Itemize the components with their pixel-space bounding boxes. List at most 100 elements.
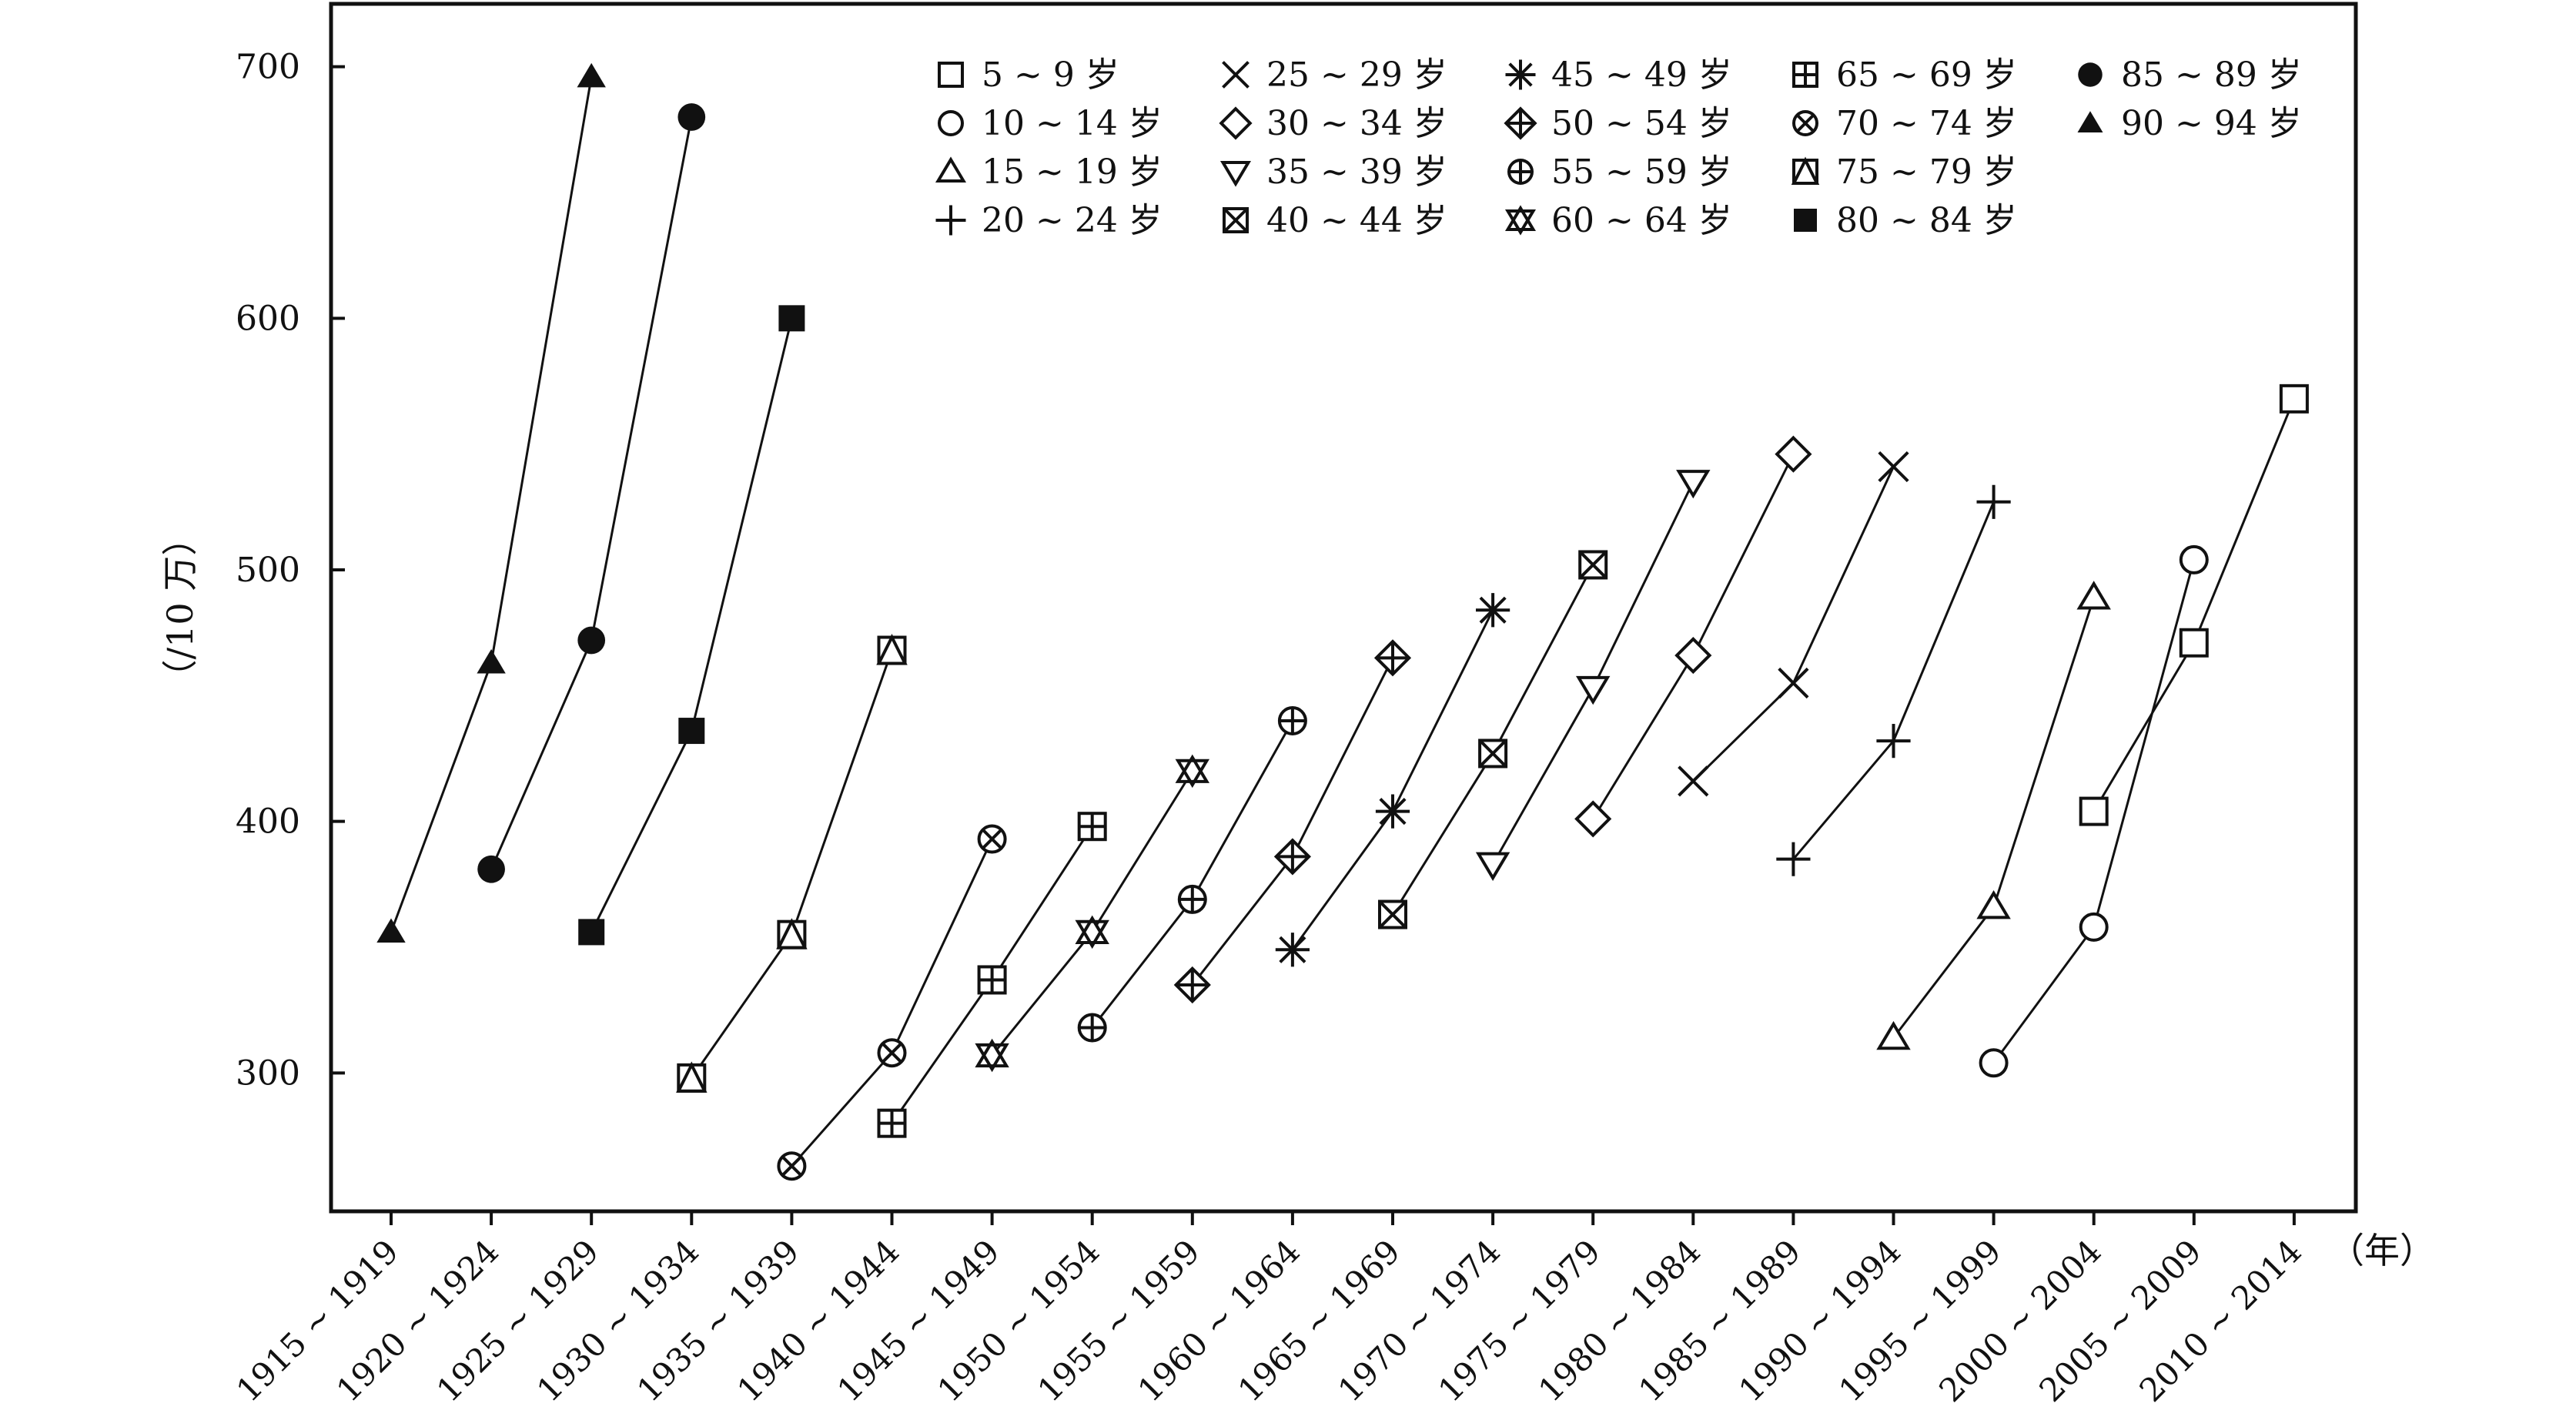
data-point-marker: [1373, 639, 1412, 677]
series-line: [1792, 501, 1995, 860]
data-point-marker: [1574, 800, 1612, 838]
data-point-marker: [1277, 706, 1307, 735]
data-point-marker: [2179, 544, 2209, 574]
data-point-marker: [2079, 796, 2109, 826]
series: [376, 62, 606, 943]
legend-label: 60 ~ 64 岁: [1551, 201, 1732, 240]
legend-label: 65 ~ 69 岁: [1836, 55, 2017, 95]
series-line: [1892, 597, 2096, 1039]
legend-item: 20 ~ 24 岁: [935, 201, 1163, 240]
data-point-marker: [876, 634, 908, 665]
data-point-marker: [1476, 593, 1510, 628]
y-tick-label: 400: [236, 802, 300, 842]
series: [578, 305, 805, 946]
legend-label: 40 ~ 44 岁: [1266, 201, 1447, 240]
legend-label: 85 ~ 89 岁: [2121, 55, 2302, 95]
data-point-marker: [1876, 1020, 1911, 1050]
series: [1475, 470, 1711, 881]
data-point-marker: [877, 1108, 907, 1138]
data-point-marker: [1504, 205, 1537, 236]
x-axis-unit-label: （年）: [2329, 1230, 2435, 1271]
data-point-marker: [2179, 628, 2209, 658]
data-point-marker: [1219, 161, 1252, 187]
data-point-marker: [2078, 62, 2103, 87]
data-point-marker: [2279, 383, 2309, 414]
legend-label: 5 ~ 9 岁: [982, 55, 1119, 95]
data-point-marker: [2077, 111, 2103, 132]
legend-item: 15 ~ 19 岁: [935, 152, 1163, 192]
series: [1574, 435, 1812, 838]
data-point-marker: [376, 918, 406, 943]
y-tick-label: 700: [236, 48, 300, 87]
legend-item: 10 ~ 14 岁: [938, 104, 1163, 143]
legend-label: 15 ~ 19 岁: [982, 152, 1163, 192]
data-point-marker: [577, 62, 606, 88]
series: [1077, 706, 1307, 1043]
data-point-marker: [1275, 933, 1310, 967]
data-point-marker: [1378, 899, 1407, 929]
data-point-marker: [1077, 812, 1107, 842]
legend-item: 25 ~ 29 岁: [1222, 55, 1447, 95]
legend-item: 50 ~ 54 岁: [1504, 104, 1732, 143]
data-point-marker: [1775, 435, 1812, 473]
series: [477, 103, 706, 883]
data-point-marker: [1792, 62, 1818, 88]
data-point-marker: [777, 1151, 807, 1181]
legend-item: 35 ~ 39 岁: [1219, 152, 1447, 192]
series-line: [2093, 398, 2296, 812]
data-point-marker: [1507, 159, 1534, 185]
data-point-marker: [1976, 889, 2011, 919]
data-point-marker: [2079, 912, 2109, 942]
y-axis-unit-label: （/10 万）: [159, 521, 201, 695]
data-point-marker: [1794, 209, 1817, 232]
data-point-marker: [1219, 106, 1253, 140]
legend-label: 30 ~ 34 岁: [1266, 104, 1447, 143]
data-point-marker: [1223, 207, 1249, 233]
legend-label: 45 ~ 49 岁: [1551, 55, 1732, 95]
data-point-marker: [1578, 550, 1608, 580]
legend-label: 70 ~ 74 岁: [1836, 104, 2017, 143]
data-point-marker: [1505, 59, 1536, 90]
legend-label: 75 ~ 79 岁: [1836, 152, 2017, 192]
data-point-marker: [1674, 636, 1712, 675]
data-point-marker: [1077, 1013, 1107, 1043]
legend-item: 55 ~ 59 岁: [1507, 152, 1732, 192]
series: [676, 634, 908, 1093]
data-point-marker: [977, 965, 1007, 995]
data-point-marker: [477, 649, 506, 674]
data-point-marker: [1878, 450, 1909, 483]
series: [777, 824, 1007, 1181]
series: [975, 754, 1210, 1073]
series-line: [590, 317, 793, 933]
data-point-marker: [1876, 724, 1911, 759]
legend-item: 40 ~ 44 岁: [1223, 201, 1447, 240]
data-point-marker: [1778, 667, 1809, 699]
y-tick-label: 300: [236, 1053, 300, 1093]
legend-item: 5 ~ 9 岁: [938, 55, 1119, 95]
data-point-marker: [1177, 884, 1207, 914]
data-point-marker: [677, 103, 706, 131]
data-point-marker: [1273, 838, 1311, 876]
series: [1776, 484, 2011, 876]
data-point-marker: [577, 626, 606, 655]
data-point-marker: [1976, 484, 2011, 519]
series-layer: [376, 62, 2309, 1181]
data-point-marker: [935, 156, 967, 183]
data-point-marker: [1222, 61, 1250, 89]
data-point-marker: [977, 824, 1007, 854]
legend-item: 75 ~ 79 岁: [1791, 152, 2017, 192]
data-point-marker: [877, 1038, 907, 1068]
data-point-marker: [938, 110, 964, 136]
data-point-marker: [477, 855, 505, 883]
legend-label: 50 ~ 54 岁: [1551, 104, 1732, 143]
plot-frame: [329, 2, 2358, 1214]
data-point-marker: [1678, 765, 1709, 797]
legend-item: 65 ~ 69 岁: [1792, 55, 2017, 95]
data-point-marker: [1791, 156, 1820, 185]
series: [877, 812, 1107, 1138]
series-line: [1591, 454, 1795, 820]
data-point-marker: [1792, 110, 1818, 136]
data-point-marker: [578, 919, 605, 946]
